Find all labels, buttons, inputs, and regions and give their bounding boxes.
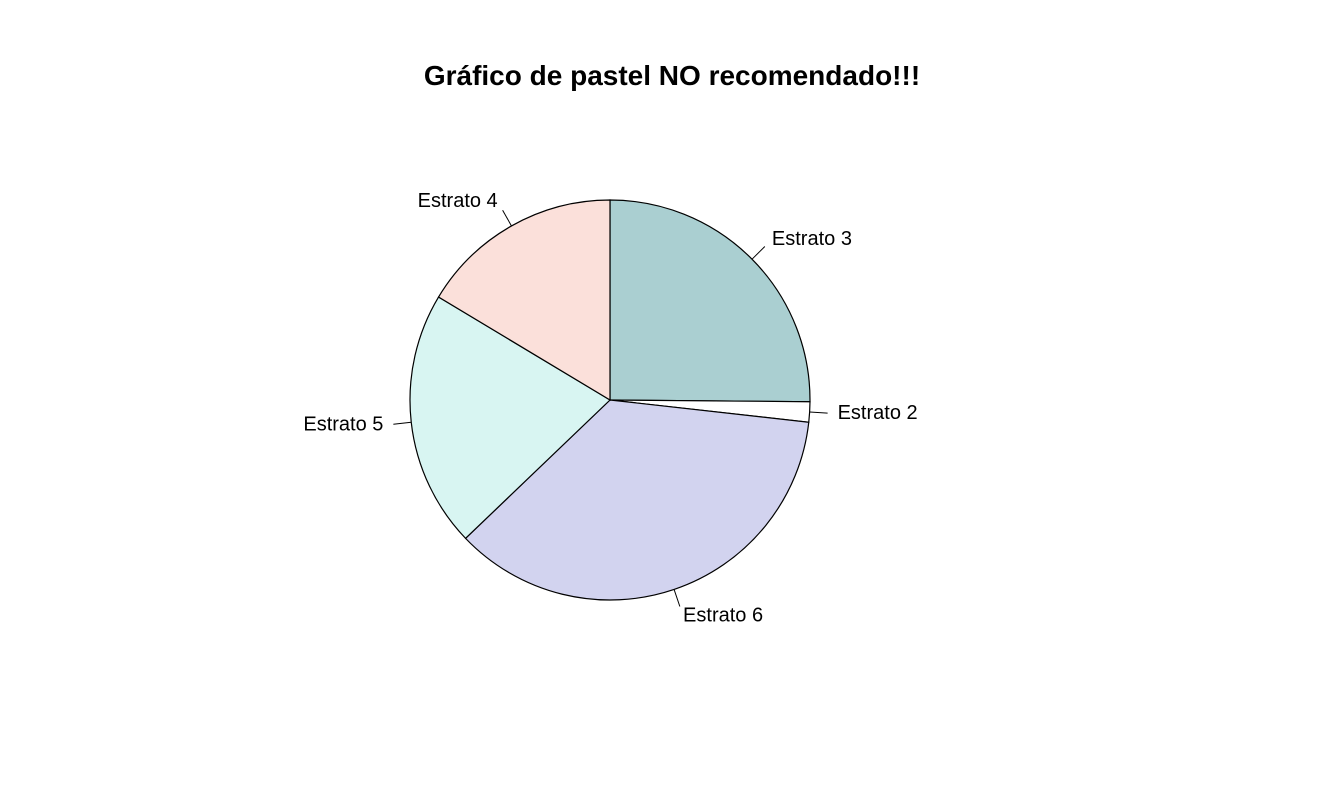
- page: Gráfico de pastel NO recomendado!!! Estr…: [0, 0, 1344, 806]
- pie-chart: Estrato 3Estrato 2Estrato 6Estrato 5Estr…: [400, 190, 820, 610]
- slice-label: Estrato 5: [303, 414, 383, 436]
- leader-line: [393, 422, 411, 424]
- leader-line: [674, 589, 680, 606]
- leader-line: [810, 412, 828, 413]
- slice-label: Estrato 6: [683, 604, 763, 626]
- leader-line: [503, 210, 512, 226]
- slice-label: Estrato 4: [418, 190, 498, 212]
- slice-label: Estrato 3: [772, 228, 852, 250]
- slice-label: Estrato 2: [838, 402, 918, 424]
- chart-title: Gráfico de pastel NO recomendado!!!: [0, 60, 1344, 92]
- leader-line: [752, 247, 765, 260]
